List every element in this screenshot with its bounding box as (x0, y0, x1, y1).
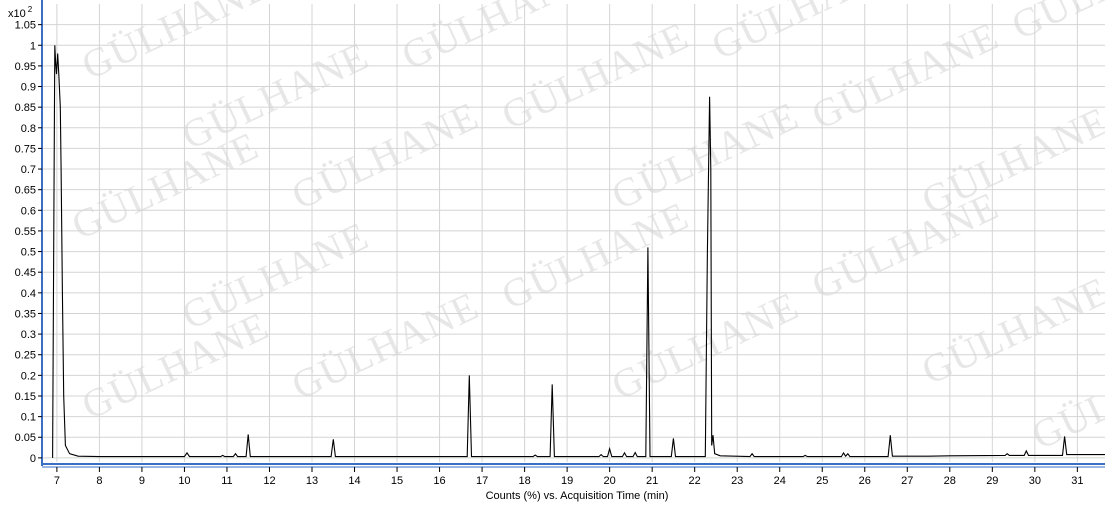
y-tick-label: 0.6 (21, 205, 36, 217)
x-tick-label: 15 (391, 475, 403, 487)
watermark-text: GÜLHANE (285, 93, 486, 218)
x-tick-label: 24 (774, 475, 786, 487)
x-tick-label: 20 (604, 475, 616, 487)
x-tick-label: 28 (944, 475, 956, 487)
x-tick-label: 9 (139, 475, 145, 487)
watermark-text: GÜLHANE (805, 183, 1006, 308)
watermark-text: GÜLHANE (805, 13, 1006, 138)
watermark-text: GÜLHANE (705, 0, 906, 68)
y-tick-label: 0.35 (15, 308, 36, 320)
y-tick-label: 0.7 (21, 164, 36, 176)
x-tick-label: 23 (731, 475, 743, 487)
y-multiplier-label: x10 2 (8, 5, 33, 20)
y-tick-label: 0.3 (21, 329, 36, 341)
axes-layer: 0 0.05 0.1 0.15 0.2 0.25 0.3 0.35 0.4 0.45 0.5 0.55… (15, 0, 1105, 487)
watermark-text: GÜLHANE (65, 123, 266, 248)
watermark-text: GÜLHANE (75, 0, 276, 88)
y-tick-label: 0.2 (21, 370, 36, 382)
y-tick-label: 0.9 (21, 82, 36, 94)
y-tick-label: 0.15 (15, 391, 36, 403)
y-tick-label: 0.55 (15, 226, 36, 238)
x-tick-label: 18 (518, 475, 530, 487)
y-tick-label: 0.25 (15, 350, 36, 362)
series-line-0 (52, 45, 1105, 458)
x-tick-label: 27 (901, 475, 913, 487)
y-tick-label: 0.85 (15, 102, 36, 114)
grid-layer (42, 4, 1105, 462)
watermark-text: GÜLHANE (605, 283, 806, 408)
y-multiplier-exponent: 2 (28, 5, 33, 14)
y-tick-label: 0.8 (21, 123, 36, 135)
x-tick-label: 14 (348, 475, 360, 487)
y-tick-label: 0.75 (15, 143, 36, 155)
y-multiplier-base: x10 (8, 8, 26, 20)
watermark-text: GÜLHANE (1005, 0, 1105, 48)
x-tick-label: 11 (221, 475, 232, 487)
watermark-text: GÜLHANE (75, 303, 276, 428)
watermark-text: GÜLHANE (175, 33, 376, 158)
series-layer (52, 45, 1105, 458)
x-axis-title: Counts (%) vs. Acquisition Time (min) (486, 490, 669, 502)
x-tick-label: 10 (178, 475, 190, 487)
x-tick-label: 7 (54, 475, 60, 487)
watermark-text: GÜLHANE (915, 268, 1105, 393)
x-tick-label: 31 (1071, 475, 1083, 487)
y-tick-label: 1.05 (15, 20, 36, 32)
x-tick-label: 8 (96, 475, 102, 487)
x-tick-label: 29 (986, 475, 998, 487)
y-tick-label: 0.5 (21, 247, 36, 259)
y-tick-label: 0 (30, 453, 36, 465)
x-tick-label: 25 (816, 475, 828, 487)
x-tick-label: 26 (859, 475, 871, 487)
x-tick-label: 13 (306, 475, 318, 487)
x-tick-label: 30 (1029, 475, 1041, 487)
watermark-text: GÜLHANE (285, 283, 486, 408)
y-tick-label: 1 (30, 40, 36, 52)
y-tick-label: 0.95 (15, 61, 36, 73)
x-tick-label: 19 (561, 475, 573, 487)
y-tick-label: 0.05 (15, 432, 36, 444)
watermark-text: GÜLHANE (605, 93, 806, 218)
y-tick-label: 0.1 (21, 412, 36, 424)
x-tick-label: 12 (263, 475, 275, 487)
watermark-text: GÜLHANE (175, 213, 376, 338)
y-tick-label: 0.4 (21, 288, 36, 300)
x-tick-label: 16 (433, 475, 445, 487)
x-tick-label: 22 (689, 475, 701, 487)
x-tick-label: 17 (476, 475, 488, 487)
y-tick-label: 0.65 (15, 185, 36, 197)
x-tick-label: 21 (646, 475, 658, 487)
y-tick-label: 0.45 (15, 267, 36, 279)
